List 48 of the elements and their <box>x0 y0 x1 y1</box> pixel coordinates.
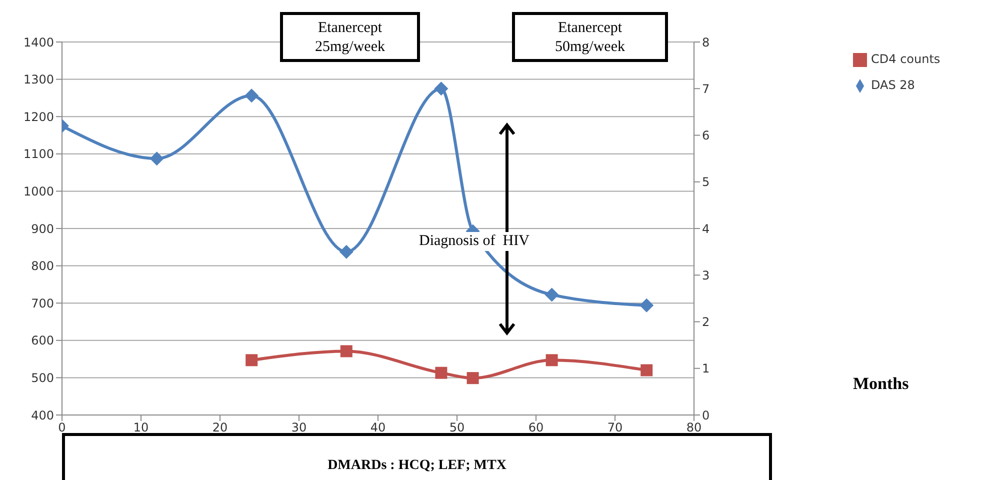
y-tick-label: 1100 <box>23 147 54 162</box>
x-tick-label: 40 <box>370 420 386 435</box>
legend-label: DAS 28 <box>871 78 915 92</box>
x-tick-label: 30 <box>291 420 307 435</box>
point <box>339 244 354 259</box>
point <box>546 354 558 366</box>
y-tick-label: 1400 <box>23 35 54 50</box>
point <box>466 372 479 384</box>
point <box>434 82 448 96</box>
x-tick-label: 70 <box>607 420 623 435</box>
y2-tick-label: 3 <box>702 268 710 282</box>
y-tick-label: 800 <box>31 259 54 274</box>
point <box>640 364 653 376</box>
y2-tick-label: 7 <box>702 82 710 96</box>
y2-tick-label: 4 <box>702 222 710 236</box>
x-tick-label: 10 <box>133 420 149 435</box>
point <box>246 354 258 366</box>
y-tick-label: 1300 <box>23 72 54 87</box>
y-tick-label: 500 <box>31 370 54 385</box>
text-label: Diagnosis of HIV <box>416 232 532 251</box>
point <box>340 345 352 358</box>
y-tick-label: 600 <box>31 334 54 348</box>
text-box: DMARDs : HCQ; LEF; MTX <box>62 433 772 480</box>
point <box>150 152 164 166</box>
y-tick-label: 400 <box>31 408 54 422</box>
y2-tick-label: 2 <box>702 315 710 330</box>
y-tick-label: 1000 <box>23 184 54 198</box>
y-tick-label: 900 <box>31 222 54 236</box>
x-tick-label: 20 <box>212 420 228 435</box>
y2-tick-label: 0 <box>702 408 710 422</box>
y2-tick-label: 6 <box>702 128 710 143</box>
point <box>435 366 448 379</box>
x-tick-label: 80 <box>686 420 702 435</box>
point <box>544 288 559 302</box>
point <box>244 88 259 103</box>
x-tick-label: 60 <box>528 420 544 435</box>
y-tick-label: 1200 <box>23 110 54 124</box>
y2-tick-label: 5 <box>702 175 710 190</box>
y2-tick-label: 1 <box>702 362 710 376</box>
x-tick-label: 0 <box>58 420 66 435</box>
legend-label: CD4 counts <box>871 52 940 66</box>
point <box>640 298 654 312</box>
text-box: Etanercept 25mg/week <box>280 12 420 62</box>
y-tick-label: 700 <box>31 296 54 310</box>
text: Months <box>853 374 909 394</box>
text-box: Etanercept 50mg/week <box>512 12 668 62</box>
y2-tick-label: 8 <box>702 35 710 50</box>
x-tick-label: 50 <box>449 420 465 435</box>
